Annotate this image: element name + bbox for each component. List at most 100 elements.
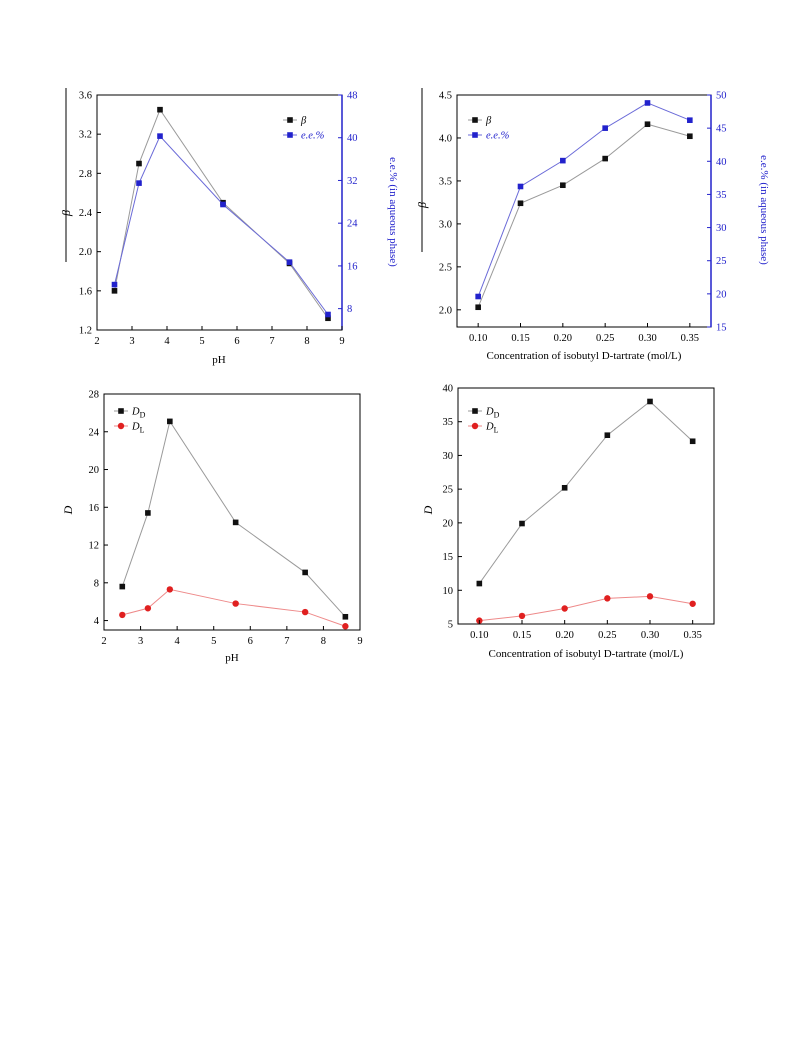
y-tick-label: 24 xyxy=(89,427,100,438)
data-point xyxy=(286,259,293,265)
x-tick-label: 0.30 xyxy=(641,630,659,641)
plot-area xyxy=(103,393,361,631)
y-tick-label: 10 xyxy=(443,586,454,597)
x-tick-label: 4 xyxy=(175,636,181,647)
x-tick-label: 2 xyxy=(101,636,106,647)
y-tick-label: 20 xyxy=(89,465,100,476)
y-tick-label: 3.2 xyxy=(79,130,92,141)
x-tick-label: 6 xyxy=(234,336,239,347)
data-point xyxy=(687,133,693,140)
y2-tick-label: 20 xyxy=(716,289,727,300)
x-tick-label: 0.10 xyxy=(470,630,488,641)
y2-tick-label: 15 xyxy=(716,323,727,334)
x-tick-label: 5 xyxy=(211,636,216,647)
x-tick-label: 5 xyxy=(199,336,204,347)
data-point xyxy=(644,121,651,128)
legend-label-subscript: D xyxy=(140,411,146,420)
x-tick-label: 0.35 xyxy=(683,630,701,641)
legend-label: e.e.% xyxy=(486,131,510,142)
data-point xyxy=(476,580,483,587)
data-point xyxy=(157,133,163,139)
y-tick-label: 12 xyxy=(89,541,100,552)
x-tick-label: 8 xyxy=(304,336,309,347)
series-line-1 xyxy=(114,135,329,315)
y2-tick-label: 48 xyxy=(347,91,358,102)
y2-tick-label: 45 xyxy=(716,124,727,135)
data-point xyxy=(475,304,481,311)
data-point xyxy=(302,569,308,576)
y-axis-label: D xyxy=(61,505,75,515)
data-point xyxy=(220,201,226,208)
x-tick-label: 7 xyxy=(269,336,274,347)
data-point xyxy=(604,432,611,438)
x-tick-label: 0.30 xyxy=(638,333,656,344)
data-point xyxy=(342,613,349,620)
legend-label: β xyxy=(485,116,492,127)
legend-label-subscript: L xyxy=(140,426,145,435)
x-tick-label: 0.20 xyxy=(554,333,572,344)
y-tick-label: 3.5 xyxy=(439,176,452,187)
legend-marker xyxy=(472,408,478,414)
y-tick-label: 35 xyxy=(443,417,454,428)
x-axis-label: pH xyxy=(212,354,226,366)
x-tick-label: 9 xyxy=(357,636,362,647)
data-point xyxy=(475,293,481,300)
data-point xyxy=(136,160,142,167)
legend-label: DL xyxy=(485,422,499,435)
legend-label: DD xyxy=(485,407,500,420)
series-line-1 xyxy=(479,595,693,622)
x-axis-label: pH xyxy=(225,652,239,664)
legend-marker xyxy=(117,422,125,430)
y-tick-label: 20 xyxy=(443,518,454,529)
y-tick-label: 40 xyxy=(443,384,454,395)
y-tick-label: 2.0 xyxy=(79,247,92,258)
x-tick-label: 2 xyxy=(94,336,99,347)
data-point xyxy=(602,155,608,162)
data-point xyxy=(325,311,331,318)
x-tick-label: 0.15 xyxy=(511,333,529,344)
y2-tick-label: 30 xyxy=(716,223,727,234)
y-tick-label: 28 xyxy=(89,390,100,401)
y-tick-label: 16 xyxy=(89,503,100,514)
data-point xyxy=(325,315,331,322)
y-tick-label: 1.2 xyxy=(79,326,92,337)
data-point xyxy=(166,586,174,593)
y-tick-label: 4 xyxy=(94,616,100,627)
y2-tick-label: 50 xyxy=(716,91,727,102)
y-tick-label: 3.6 xyxy=(79,91,92,102)
y-tick-label: 1.6 xyxy=(79,286,92,297)
y2-tick-label: 25 xyxy=(716,256,727,267)
y-tick-label: 2.8 xyxy=(79,169,92,180)
y-tick-label: 5 xyxy=(448,620,453,631)
legend-label: DD xyxy=(131,407,146,420)
series-line-0 xyxy=(477,123,690,308)
data-point xyxy=(689,438,696,445)
series-line-0 xyxy=(478,400,694,584)
legend-marker xyxy=(118,408,124,414)
data-point xyxy=(646,593,654,600)
legend: β e.e.% xyxy=(283,116,325,142)
y-tick-label: 2.4 xyxy=(79,208,93,219)
series-line-0 xyxy=(121,420,346,618)
data-point xyxy=(518,612,526,620)
legend: β e.e.% xyxy=(468,116,510,142)
data-point xyxy=(145,510,151,516)
legend: DD DL xyxy=(468,407,500,435)
x-tick-label: 6 xyxy=(248,636,253,647)
y2-tick-label: 35 xyxy=(716,190,727,201)
y2-tick-label: 32 xyxy=(347,176,358,187)
x-tick-label: 3 xyxy=(138,636,143,647)
y-tick-label: 30 xyxy=(443,451,454,462)
x-tick-label: 0.25 xyxy=(596,333,614,344)
data-point xyxy=(232,519,239,526)
x-axis-label: Concentration of isobutyl D-tartrate (mo… xyxy=(487,350,682,362)
legend-label-subscript: D xyxy=(494,411,500,420)
y2-axis-label: e.e.% (in aqueous phase) xyxy=(387,157,399,267)
x-tick-label: 0.20 xyxy=(555,630,573,641)
data-point xyxy=(119,583,126,590)
y2-tick-label: 40 xyxy=(347,133,358,144)
data-point xyxy=(560,182,566,189)
data-point xyxy=(342,623,349,630)
y-axis-label: β xyxy=(59,210,73,217)
